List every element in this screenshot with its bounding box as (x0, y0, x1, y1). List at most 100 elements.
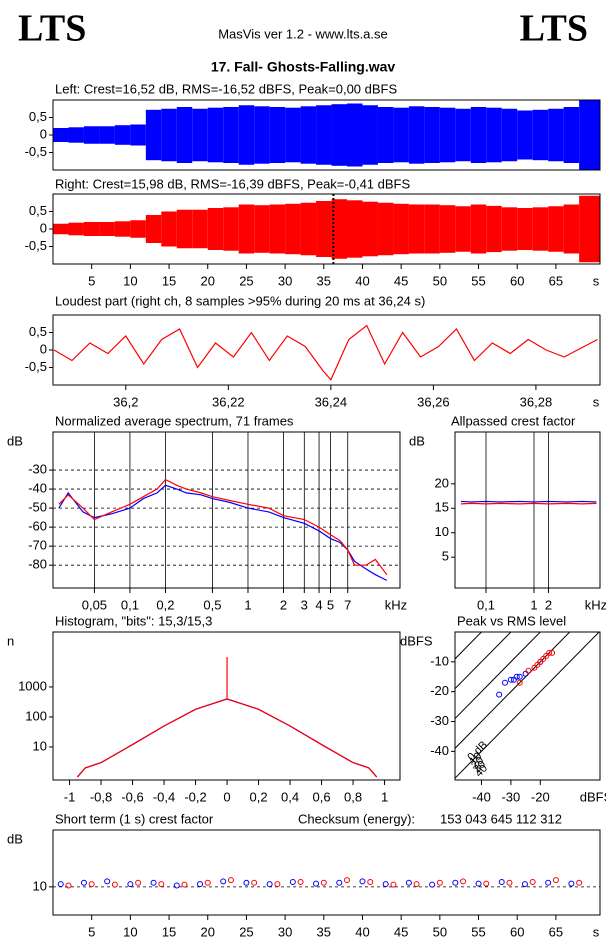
waveform-slice (238, 204, 255, 254)
waveform-slice (300, 106, 317, 164)
waveform-slice (207, 107, 224, 163)
point (135, 879, 142, 886)
x-unit: s (593, 924, 600, 939)
x-tick-label: 35 (317, 273, 331, 288)
x-tick-label: 1 (530, 597, 537, 612)
point (266, 881, 273, 888)
point (88, 881, 95, 888)
plot-frame (454, 631, 601, 781)
waveform-slice (377, 202, 394, 256)
waveform-slice (269, 204, 286, 254)
point (522, 670, 529, 677)
line (58, 478, 388, 576)
x-tick-label: 20 (201, 273, 215, 288)
x-tick-label: -0,8 (90, 789, 112, 804)
point (429, 881, 436, 888)
waveform-slice (563, 204, 580, 254)
waveform-slice (579, 195, 600, 263)
logo-left: LTS (18, 8, 86, 50)
waveform-slice (548, 206, 564, 252)
y-tick-label: 0,5 (29, 324, 47, 339)
point (552, 877, 559, 884)
point (227, 877, 234, 884)
point (507, 676, 514, 683)
x-tick-label: 0,2 (156, 597, 174, 612)
x-tick-label: -30 (501, 789, 520, 804)
waveform-slice (53, 223, 69, 235)
waveform-slice (439, 205, 456, 253)
point (452, 879, 459, 886)
point (274, 881, 281, 888)
x-unit: kHz (385, 597, 407, 612)
waveform-slice (501, 207, 518, 251)
x-tick-label: 65 (549, 273, 563, 288)
waveform-slice (331, 199, 348, 259)
waveform-slice (470, 204, 487, 254)
x-tick-label: 35 (317, 924, 331, 939)
x-tick-label: 36,28 (520, 394, 553, 409)
y-tick-label: 0 (40, 126, 47, 141)
y-tick-label: -80 (28, 557, 47, 572)
x-tick-label: 45 (394, 273, 408, 288)
point (243, 879, 250, 886)
panel-title: Histogram, "bits": 15,3/15,3 (55, 613, 212, 628)
x-tick-label: 55 (471, 924, 485, 939)
waveform-slice (254, 205, 270, 253)
waveform-slice (548, 108, 564, 162)
x-unit: kHz (585, 597, 606, 612)
x-tick-label: 5 (88, 924, 95, 939)
y-tick-label: -10 (430, 653, 449, 668)
point (80, 879, 87, 886)
waveform-slice (517, 208, 533, 250)
x-tick-label: 36,24 (315, 394, 348, 409)
waveform-slice (455, 206, 471, 252)
point (475, 880, 482, 887)
waveform-slice (99, 222, 115, 236)
x-unit: s (593, 394, 600, 409)
waveform-slice (192, 108, 208, 162)
waveform-slice (532, 109, 549, 161)
x-tick-label: 10 (123, 273, 137, 288)
point (436, 879, 443, 886)
waveform-slice (192, 209, 208, 249)
waveform-slice (285, 203, 301, 255)
point (65, 882, 72, 889)
point (460, 878, 467, 885)
point (220, 878, 227, 885)
point (498, 878, 505, 885)
point (181, 881, 188, 888)
checksum-value: 153 043 645 112 312 (440, 811, 562, 826)
point (367, 878, 374, 885)
waveform-slice (130, 124, 146, 146)
x-tick-label: 0,8 (344, 789, 362, 804)
waveform-slice (393, 203, 409, 255)
x-tick-label: 60 (510, 273, 524, 288)
waveform-slice (316, 201, 332, 257)
y-unit: dB (7, 831, 23, 846)
point (359, 878, 366, 885)
x-tick-label: 2 (545, 597, 552, 612)
waveform-slice (176, 209, 193, 249)
checksum-label: Checksum (energy): (298, 811, 415, 826)
y-tick-label: 0 (40, 220, 47, 235)
waveform-slice (83, 126, 100, 144)
logo-right: LTS (520, 8, 588, 50)
y-tick-label: -0,5 (25, 359, 47, 374)
y-tick-label: -60 (28, 519, 47, 534)
waveform-slice (439, 107, 456, 163)
diagonal-line (455, 632, 541, 719)
waveform-slice (238, 105, 255, 165)
point (506, 879, 513, 886)
diagonal-line (455, 632, 483, 660)
x-tick-label: -0,6 (121, 789, 143, 804)
point (496, 691, 503, 698)
waveform-slice (207, 208, 224, 250)
waveform-slice (455, 108, 471, 162)
point (313, 880, 320, 887)
x-tick-label: 2 (280, 597, 287, 612)
x-tick-label: 60 (510, 924, 524, 939)
plot-frame (52, 431, 401, 589)
waveform-slice (161, 211, 177, 247)
point (127, 881, 134, 888)
point (576, 879, 583, 886)
